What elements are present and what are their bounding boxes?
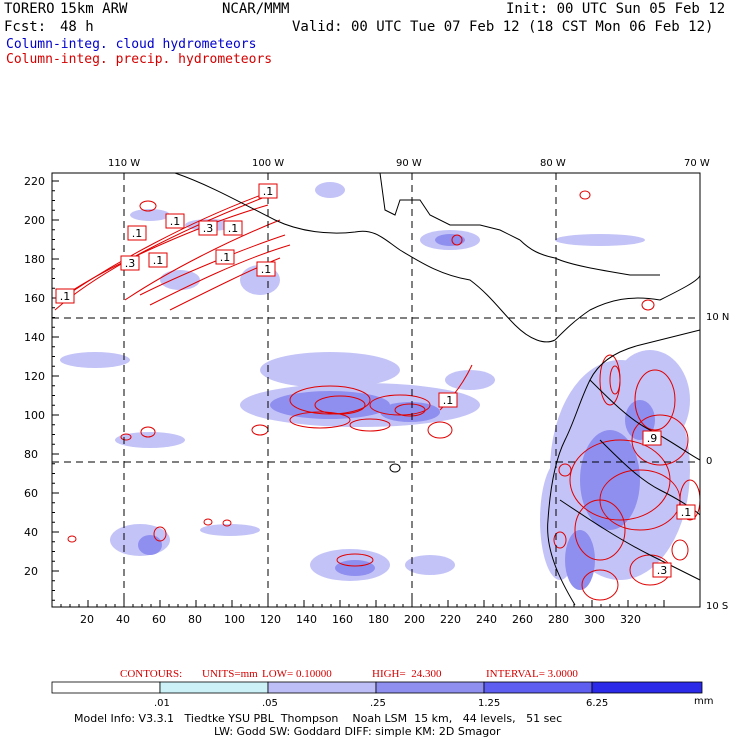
contour-label-text: .1	[170, 215, 181, 228]
latlon-grid	[52, 173, 700, 607]
contour-label-box	[55, 288, 75, 304]
legend-cloud: Column-integ. cloud hydrometeors	[6, 37, 257, 52]
contour-label-box	[120, 255, 140, 271]
contour-label-text: .3	[203, 222, 214, 235]
fcst-label: Fcst:	[4, 19, 47, 35]
y-tick-label: 160	[24, 292, 45, 305]
y-tick-label: 200	[24, 214, 45, 227]
model-resolution: 15km ARW	[60, 1, 128, 17]
contour-label-box	[258, 183, 278, 199]
model-name: TORERO	[4, 1, 55, 17]
y-tick-label: 20	[24, 565, 38, 578]
colorbar-swatch	[159, 681, 269, 694]
model-info-line1: Model Info: V3.3.1 Tiedtke YSU PBL Thomp…	[74, 712, 563, 725]
y-tick-label: 140	[24, 331, 45, 344]
contour-label-box	[676, 504, 696, 520]
colorbar-unit: mm	[694, 696, 714, 707]
contour-label-text: .1	[132, 227, 143, 240]
init-time: Init: 00 UTC Sun 05 Feb 12	[506, 1, 726, 17]
x-tick-label: 220	[440, 613, 461, 626]
x-tick-label: 80	[188, 613, 202, 626]
x-tick-label: 280	[548, 613, 569, 626]
contour-label-text: .1	[228, 222, 239, 235]
center-name: NCAR/MMM	[222, 1, 290, 17]
contour-label-box	[223, 220, 243, 236]
contour-label-box	[652, 562, 672, 578]
top-lon-label: 80 W	[540, 158, 566, 169]
y-tick-label: 120	[24, 370, 45, 383]
colorbar-tick-label: 6.25	[586, 698, 609, 709]
contour-label-box	[256, 261, 276, 277]
x-tick-label: 20	[80, 613, 94, 626]
valid-time: Valid: 00 UTC Tue 07 Feb 12 (18 CST Mon …	[292, 19, 714, 35]
contour-label-box	[127, 225, 147, 241]
contours-units: UNITS=mm	[202, 668, 258, 680]
y-tick-label: 220	[24, 175, 45, 188]
right-lat-label: 10 N	[706, 312, 730, 323]
legend-precip: Column-integ. precip. hydrometeors	[6, 52, 273, 67]
contour-label-box	[165, 213, 185, 229]
x-tick-label: 160	[332, 613, 353, 626]
y-tick-label: 80	[24, 448, 38, 461]
top-lon-label: 110 W	[108, 158, 141, 169]
contour-label-text: .3	[125, 257, 136, 270]
x-tick-label: 300	[584, 613, 605, 626]
contours-low: LOW= 0.10000	[262, 668, 332, 680]
contour-label-text: .9	[647, 432, 658, 445]
contour-label-text: .1	[681, 506, 692, 519]
contour-label-text: .1	[261, 263, 272, 276]
colorbar-swatch	[267, 681, 377, 694]
colorbar-tick-label: .25	[370, 698, 386, 709]
contours-label: CONTOURS:	[120, 668, 183, 680]
contour-label-box	[215, 249, 235, 265]
x-tick-label: 140	[296, 613, 317, 626]
y-tick-label: 60	[24, 487, 38, 500]
top-lon-label: 90 W	[396, 158, 422, 169]
x-tick-label: 200	[404, 613, 425, 626]
right-lat-label: 10 S	[706, 601, 729, 612]
contour-label-text: .3	[657, 564, 668, 577]
contour-label-text: .1	[443, 394, 454, 407]
contour-label-text: .1	[220, 251, 231, 264]
right-lat-label: 0	[706, 456, 713, 467]
fcst-hours: 48 h	[60, 19, 94, 35]
top-lon-label: 100 W	[252, 158, 285, 169]
x-tick-label: 40	[116, 613, 130, 626]
colorbar-swatch	[375, 681, 485, 694]
colorbar	[51, 681, 703, 694]
x-tick-label: 60	[152, 613, 166, 626]
x-tick-label: 180	[368, 613, 389, 626]
contour-label-box	[198, 220, 218, 236]
y-tick-label: 40	[24, 526, 38, 539]
contour-label-text: .1	[263, 185, 274, 198]
x-tick-label: 120	[260, 613, 281, 626]
contour-label-text: .1	[60, 290, 71, 303]
x-tick-label: 100	[224, 613, 245, 626]
contour-label-box	[148, 252, 168, 268]
colorbar-swatch	[483, 681, 593, 694]
contours-interval: INTERVAL= 3.0000	[486, 668, 578, 680]
y-tick-label: 180	[24, 253, 45, 266]
precip-contours	[54, 189, 701, 601]
top-lon-label: 70 W	[684, 158, 710, 169]
x-tick-label: 260	[512, 613, 533, 626]
colorbar-tick-label: .05	[262, 698, 278, 709]
contour-label-text: .1	[153, 254, 164, 267]
y-tick-label: 100	[24, 409, 45, 422]
coastlines	[174, 172, 701, 606]
colorbar-swatch	[591, 681, 703, 694]
x-tick-label: 320	[620, 613, 641, 626]
x-tick-label: 240	[476, 613, 497, 626]
contours-high: HIGH= 24.300	[372, 668, 442, 680]
colorbar-tick-label: 1.25	[478, 698, 501, 709]
colorbar-tick-label: .01	[154, 698, 170, 709]
contour-label-box	[642, 430, 662, 446]
contour-label-box	[438, 392, 458, 408]
colorbar-swatch	[51, 681, 161, 694]
model-info-line2: LW: Godd SW: Goddard DIFF: simple KM: 2D…	[214, 725, 501, 738]
